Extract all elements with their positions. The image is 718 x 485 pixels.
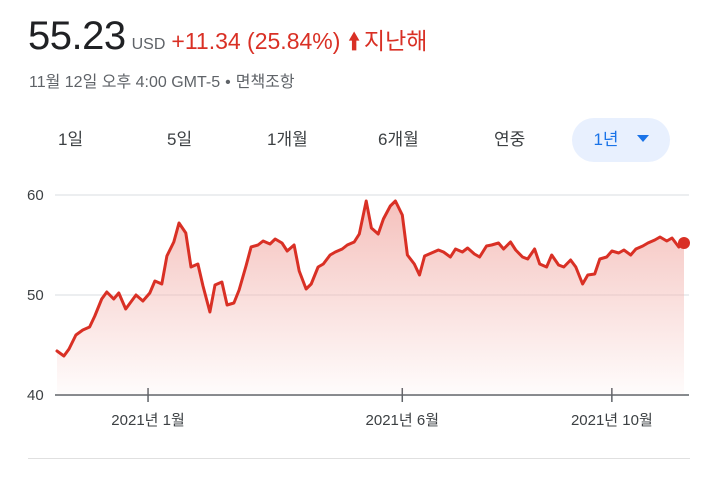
- price-line: [55, 199, 686, 358]
- quote-timestamp-row: 11월 12일 오후 4:00 GMT-5 • 면책조항: [29, 68, 295, 92]
- price-header: 55.23 USD +11.34 (25.84%) 🠙 지난해: [28, 14, 427, 64]
- price-chart-svg: 40 50 60 2021년 1월 2021년 6월 2021년 10월: [27, 187, 690, 429]
- arrow-up-icon: 🠙: [348, 28, 360, 54]
- tab-1-year-label: 1년: [593, 130, 619, 149]
- last-price-dot: [678, 237, 690, 249]
- change-period: 지난해: [363, 28, 428, 54]
- price-area-fill: [57, 201, 684, 395]
- x-tick-label: 2021년 1월: [111, 412, 184, 429]
- separator-dot: •: [225, 74, 231, 91]
- chevron-down-icon: [636, 135, 649, 143]
- x-tick-label: 2021년 6월: [366, 412, 439, 429]
- currency-label: USD: [131, 36, 166, 53]
- price-change: +11.34 (25.84%): [171, 28, 341, 54]
- quote-timestamp: 11월 12일 오후 4:00 GMT-5: [29, 74, 221, 91]
- disclaimer-link[interactable]: 면책조항: [235, 74, 295, 91]
- tab-6-months[interactable]: 6개월: [378, 130, 419, 149]
- tab-1-month[interactable]: 1개월: [267, 130, 308, 149]
- tab-1-day[interactable]: 1일: [58, 130, 84, 149]
- tab-5-days[interactable]: 5일: [167, 130, 193, 149]
- y-tick-label: 40: [27, 387, 44, 404]
- tab-1-year[interactable]: 1년: [572, 118, 670, 162]
- tab-ytd[interactable]: 연중: [494, 130, 526, 149]
- y-tick-label: 50: [27, 287, 44, 304]
- current-price: 55.23: [28, 14, 126, 58]
- x-tick-label: 2021년 10월: [571, 412, 653, 429]
- bottom-divider: [28, 458, 690, 459]
- price-chart[interactable]: 40 50 60 2021년 1월 2021년 6월 2021년 10월: [0, 175, 718, 442]
- range-tabs: 1일 5일 1개월 6개월 연중 1년: [0, 118, 718, 164]
- y-tick-label: 60: [27, 187, 44, 204]
